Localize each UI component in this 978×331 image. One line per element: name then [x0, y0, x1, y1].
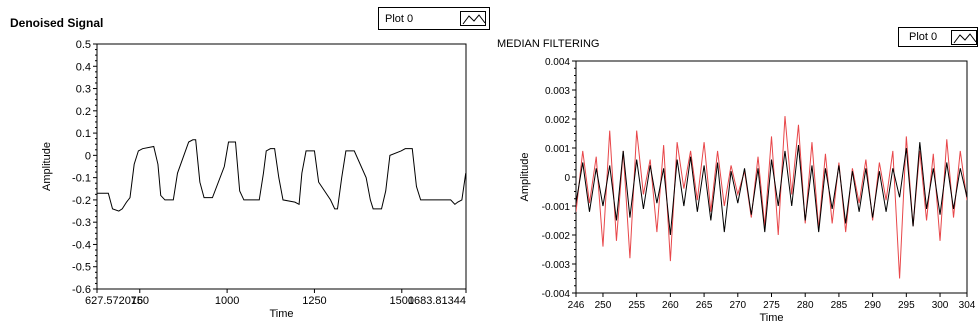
y-tick-label: 0.4	[76, 61, 91, 73]
y-tick-label: -0.6	[72, 284, 91, 296]
x-tick-label: 295	[898, 300, 915, 311]
x-tick-label: 260	[662, 300, 679, 311]
y-tick-label: 0.2	[76, 106, 91, 118]
y-tick-label: -0.002	[542, 231, 571, 242]
x-tick-label: 750	[131, 295, 149, 307]
y-axis-label: Amplitude	[519, 153, 531, 202]
y-tick-label: 0.002	[545, 115, 570, 126]
y-tick-label: -0.4	[72, 239, 91, 251]
x-tick-label: 255	[628, 300, 645, 311]
y-tick-label: -0.001	[542, 202, 571, 213]
y-axis-label: Amplitude	[41, 142, 53, 191]
x-tick-label: 300	[932, 300, 949, 311]
y-tick-label: -0.3	[72, 217, 91, 229]
y-tick-label: 0.003	[545, 86, 570, 97]
series-line-1	[576, 116, 967, 279]
y-tick-label: -0.1	[72, 173, 91, 185]
left-graph-title: Denoised Signal	[10, 16, 104, 30]
x-tick-label: 280	[797, 300, 814, 311]
left-chart: 0.5 0.4 0.3 0.2 0.1 0 -0.1 -0.2 -0.3 -0.4 -0.5 -0.6…	[41, 39, 467, 320]
left-legend-label: Plot 0	[385, 12, 414, 25]
x-tick-label: 1000	[215, 295, 239, 307]
y-tick-label: -0.2	[72, 195, 91, 207]
x-axis-label: Time	[759, 312, 783, 324]
line-style-icon	[460, 11, 486, 26]
y-tick-label: 0.001	[545, 144, 570, 155]
right-legend-label: Plot 0	[909, 31, 938, 43]
x-tick-label: 275	[763, 300, 780, 311]
x-tick-label: 285	[831, 300, 848, 311]
x-tick-label: 304	[959, 300, 976, 311]
y-tick-label: 0.1	[76, 128, 91, 140]
x-tick-label: 1683.81344	[408, 295, 466, 307]
line-style-icon	[951, 29, 977, 45]
y-tick-label: 0	[564, 173, 570, 184]
x-axis-label: Time	[269, 308, 293, 320]
series-line-0	[97, 139, 466, 212]
right-graph-title: MEDIAN FILTERING	[497, 38, 600, 50]
x-tick-label: 290	[864, 300, 881, 311]
y-tick-label: 0.5	[76, 39, 91, 51]
x-tick-label: 265	[696, 300, 713, 311]
y-tick-label: 0.004	[545, 57, 570, 68]
x-tick-label: 1500	[390, 295, 414, 307]
y-tick-label: 0.3	[76, 84, 91, 96]
y-tick-label: -0.5	[72, 262, 91, 274]
plot-area	[96, 43, 467, 290]
x-tick-label: 250	[595, 300, 612, 311]
right-plot-legend[interactable]: Plot 0	[898, 27, 978, 47]
x-tick-label: 270	[729, 300, 746, 311]
x-tick-label: 627.572016	[85, 295, 143, 307]
x-tick-label: 1250	[302, 295, 326, 307]
y-tick-label: -0.004	[542, 289, 571, 300]
y-tick-label: 0	[85, 150, 91, 162]
left-plot-legend[interactable]: Plot 0	[378, 7, 490, 30]
right-chart: 0.004 0.003 0.002 0.001 0 -0.001 -0.002 -0.003 -…	[519, 57, 976, 324]
y-tick-label: -0.003	[542, 260, 571, 271]
x-tick-label: 246	[568, 300, 585, 311]
series-line-0	[576, 142, 967, 236]
